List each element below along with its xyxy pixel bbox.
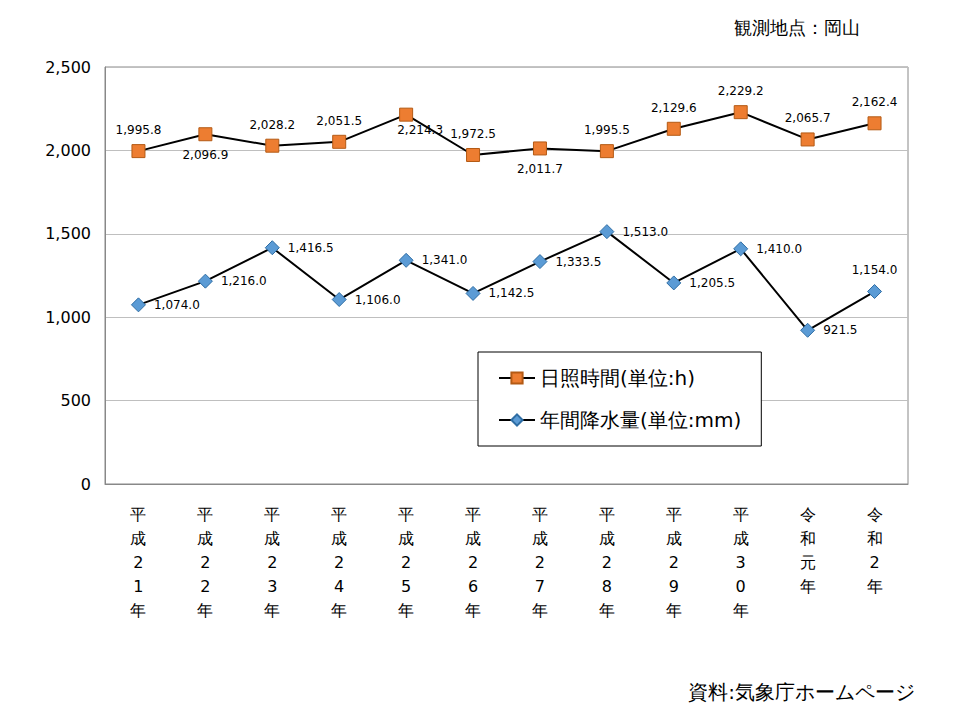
svg-text:年: 年 bbox=[398, 601, 414, 620]
svg-text:1,333.5: 1,333.5 bbox=[555, 255, 601, 269]
svg-text:成: 成 bbox=[599, 529, 615, 548]
svg-text:日照時間(単位:h): 日照時間(単位:h) bbox=[540, 366, 695, 390]
svg-text:2: 2 bbox=[133, 553, 143, 572]
svg-text:平: 平 bbox=[197, 505, 213, 524]
svg-text:成: 成 bbox=[331, 529, 347, 548]
svg-text:1,995.8: 1,995.8 bbox=[116, 123, 162, 137]
svg-text:成: 成 bbox=[197, 529, 213, 548]
svg-text:2: 2 bbox=[535, 553, 545, 572]
svg-text:年: 年 bbox=[599, 601, 615, 620]
svg-text:500: 500 bbox=[60, 391, 91, 410]
svg-text:9: 9 bbox=[669, 577, 679, 596]
svg-text:年: 年 bbox=[331, 601, 347, 620]
svg-text:成: 成 bbox=[130, 529, 146, 548]
svg-text:平: 平 bbox=[532, 505, 548, 524]
svg-text:平: 平 bbox=[331, 505, 347, 524]
svg-text:1,341.0: 1,341.0 bbox=[422, 253, 468, 267]
svg-text:2,000: 2,000 bbox=[45, 141, 91, 160]
svg-text:2: 2 bbox=[401, 553, 411, 572]
svg-text:2: 2 bbox=[468, 553, 478, 572]
svg-text:1,074.0: 1,074.0 bbox=[154, 298, 200, 312]
svg-text:成: 成 bbox=[733, 529, 749, 548]
svg-text:年: 年 bbox=[733, 601, 749, 620]
svg-text:年: 年 bbox=[867, 577, 883, 596]
svg-text:平: 平 bbox=[398, 505, 414, 524]
svg-text:成: 成 bbox=[398, 529, 414, 548]
svg-text:2: 2 bbox=[200, 553, 210, 572]
svg-text:年: 年 bbox=[130, 601, 146, 620]
svg-text:2: 2 bbox=[602, 553, 612, 572]
svg-text:2,162.4: 2,162.4 bbox=[852, 95, 898, 109]
svg-text:5: 5 bbox=[401, 577, 411, 596]
svg-text:資料:気象庁ホームページ: 資料:気象庁ホームページ bbox=[688, 680, 915, 704]
svg-text:令: 令 bbox=[867, 505, 883, 524]
svg-text:1,205.5: 1,205.5 bbox=[689, 276, 735, 290]
svg-text:平: 平 bbox=[130, 505, 146, 524]
svg-text:1,500: 1,500 bbox=[45, 224, 91, 243]
svg-text:成: 成 bbox=[264, 529, 280, 548]
svg-text:年: 年 bbox=[197, 601, 213, 620]
svg-text:1,995.5: 1,995.5 bbox=[584, 123, 630, 137]
svg-text:2: 2 bbox=[334, 553, 344, 572]
svg-text:1,000: 1,000 bbox=[45, 308, 91, 327]
svg-text:観測地点：岡山: 観測地点：岡山 bbox=[734, 17, 860, 38]
svg-text:和: 和 bbox=[800, 529, 816, 548]
svg-text:1: 1 bbox=[133, 577, 143, 596]
svg-text:1,513.0: 1,513.0 bbox=[622, 225, 668, 239]
svg-text:2,214.3: 2,214.3 bbox=[397, 123, 443, 137]
svg-text:1,972.5: 1,972.5 bbox=[450, 127, 496, 141]
svg-text:2: 2 bbox=[200, 577, 210, 596]
svg-text:成: 成 bbox=[666, 529, 682, 548]
svg-text:2: 2 bbox=[869, 553, 879, 572]
svg-text:令: 令 bbox=[800, 505, 816, 524]
svg-text:2: 2 bbox=[267, 553, 277, 572]
svg-text:2,129.6: 2,129.6 bbox=[651, 101, 697, 115]
svg-text:0: 0 bbox=[736, 577, 746, 596]
svg-text:2: 2 bbox=[669, 553, 679, 572]
svg-text:平: 平 bbox=[733, 505, 749, 524]
svg-text:年: 年 bbox=[532, 601, 548, 620]
svg-text:年間降水量(単位:mm): 年間降水量(単位:mm) bbox=[540, 408, 741, 432]
svg-text:1,106.0: 1,106.0 bbox=[355, 293, 401, 307]
svg-text:2,011.7: 2,011.7 bbox=[517, 162, 563, 176]
svg-text:3: 3 bbox=[736, 553, 746, 572]
svg-text:年: 年 bbox=[800, 577, 816, 596]
svg-text:2,500: 2,500 bbox=[45, 58, 91, 77]
svg-text:0: 0 bbox=[81, 475, 91, 494]
svg-text:1,410.0: 1,410.0 bbox=[756, 242, 802, 256]
svg-text:1,142.5: 1,142.5 bbox=[489, 286, 535, 300]
svg-text:年: 年 bbox=[465, 601, 481, 620]
svg-text:8: 8 bbox=[602, 577, 612, 596]
svg-text:成: 成 bbox=[532, 529, 548, 548]
svg-text:7: 7 bbox=[535, 577, 545, 596]
svg-text:成: 成 bbox=[465, 529, 481, 548]
svg-text:1,216.0: 1,216.0 bbox=[221, 274, 267, 288]
svg-text:平: 平 bbox=[666, 505, 682, 524]
svg-text:元: 元 bbox=[800, 553, 816, 572]
svg-text:年: 年 bbox=[666, 601, 682, 620]
svg-text:1,416.5: 1,416.5 bbox=[288, 241, 334, 255]
svg-text:平: 平 bbox=[264, 505, 280, 524]
svg-text:2,096.9: 2,096.9 bbox=[182, 148, 228, 162]
svg-text:2,051.5: 2,051.5 bbox=[316, 114, 362, 128]
svg-text:平: 平 bbox=[599, 505, 615, 524]
svg-text:3: 3 bbox=[267, 577, 277, 596]
svg-text:921.5: 921.5 bbox=[823, 323, 857, 337]
svg-text:4: 4 bbox=[334, 577, 344, 596]
svg-text:年: 年 bbox=[264, 601, 280, 620]
svg-text:2,229.2: 2,229.2 bbox=[718, 84, 764, 98]
svg-text:平: 平 bbox=[465, 505, 481, 524]
svg-text:1,154.0: 1,154.0 bbox=[852, 263, 898, 277]
svg-text:和: 和 bbox=[867, 529, 883, 548]
svg-text:2,065.7: 2,065.7 bbox=[785, 111, 831, 125]
svg-text:2,028.2: 2,028.2 bbox=[249, 118, 295, 132]
svg-text:6: 6 bbox=[468, 577, 478, 596]
